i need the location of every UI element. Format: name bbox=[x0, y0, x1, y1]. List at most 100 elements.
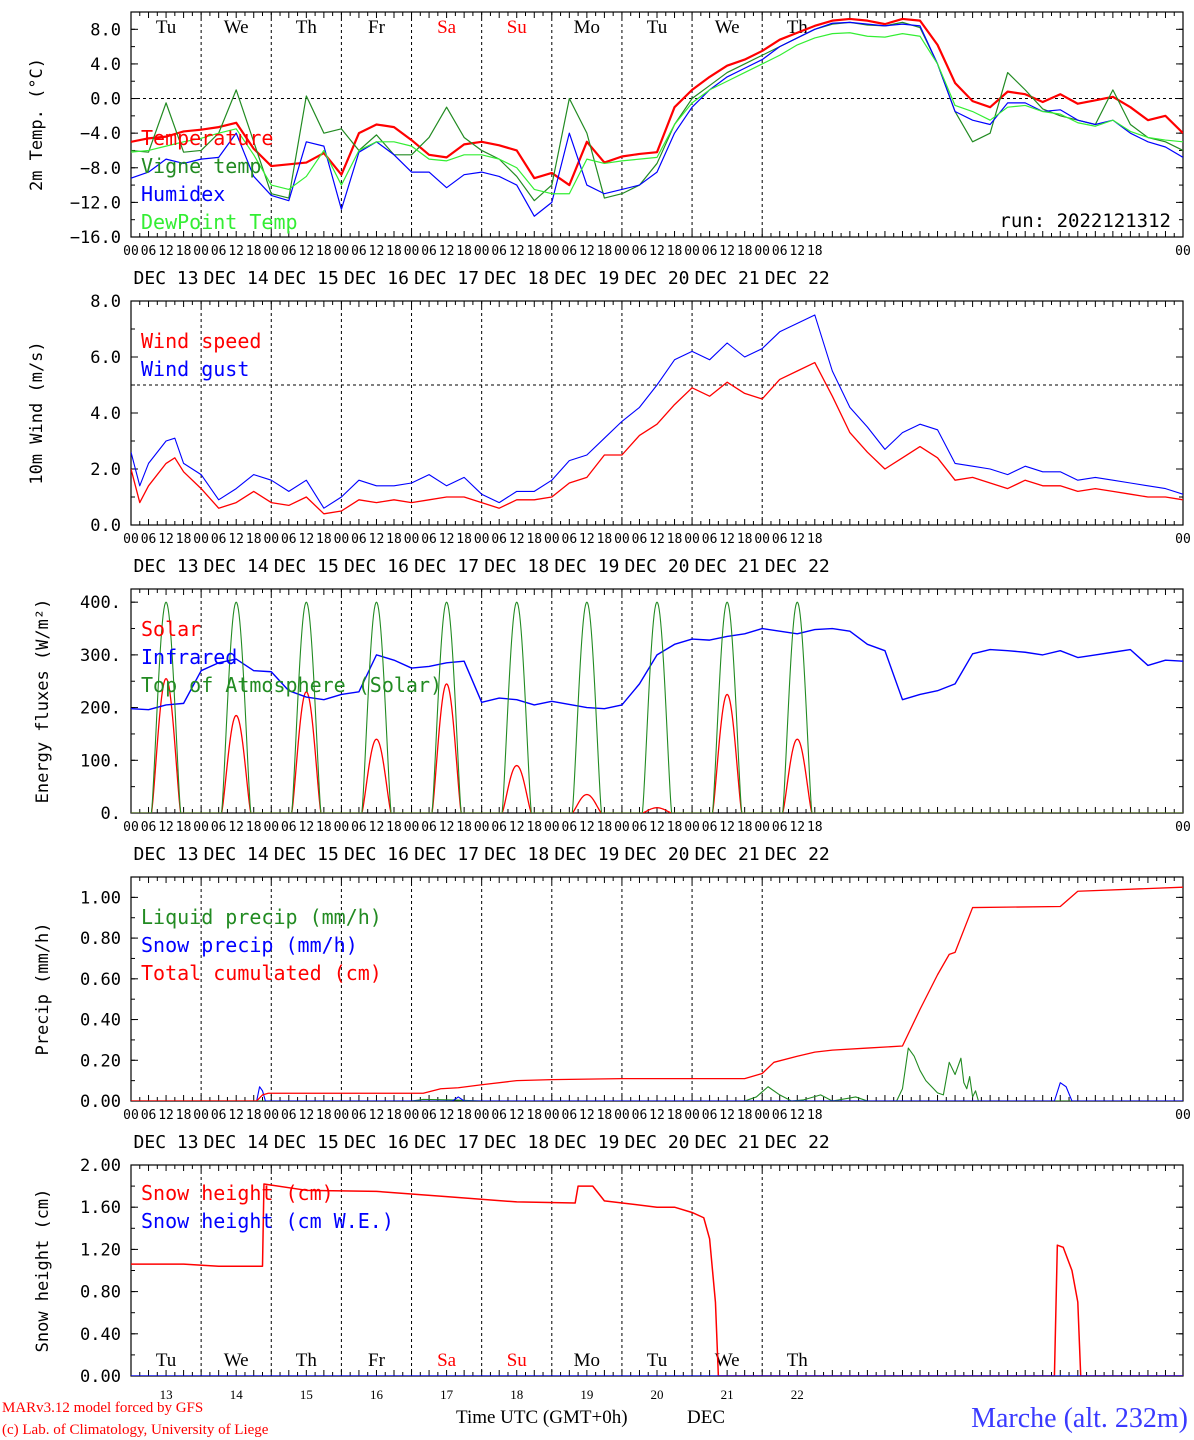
y-axis-label: Precip (mm/h) bbox=[33, 922, 53, 1055]
hour-tick-label: 00 bbox=[123, 244, 139, 259]
hour-tick-label: 06 bbox=[141, 820, 157, 835]
hour-tick-label: 12 bbox=[719, 820, 735, 835]
y-tick-label: 0.80 bbox=[80, 929, 121, 949]
station-label: Marche (alt. 232m) bbox=[971, 1403, 1188, 1434]
hour-tick-label: 06 bbox=[141, 244, 157, 259]
hour-tick-label: 06 bbox=[351, 1108, 367, 1123]
hour-tick-label: 06 bbox=[772, 1108, 788, 1123]
date-label: DEC 13 bbox=[134, 844, 199, 865]
hour-tick-label: 06 bbox=[351, 820, 367, 835]
weekday-label: Fr bbox=[368, 17, 386, 38]
hour-tick-label: 18 bbox=[456, 820, 472, 835]
date-label: DEC 14 bbox=[204, 844, 269, 865]
series-group bbox=[131, 1183, 1183, 1376]
hour-tick-label: 00 bbox=[474, 532, 490, 547]
hour-tick-label: 00 bbox=[684, 532, 700, 547]
chart-panel-1: −16.0 −12.0 −8.0 −4.0 0.0 4.0 8.0 2m Temp. (°C)… bbox=[27, 11, 1191, 289]
hour-tick-label: 12 bbox=[719, 1108, 735, 1123]
y-tick-label: −4.0 bbox=[80, 124, 121, 144]
day-number-label: 16 bbox=[370, 1387, 384, 1402]
hour-tick-label: 12 bbox=[369, 820, 385, 835]
series-group bbox=[131, 17, 1183, 217]
legend-entry: Wind gust bbox=[141, 357, 249, 381]
hour-tick-label: 12 bbox=[299, 532, 315, 547]
weekday-label: Tu bbox=[647, 17, 668, 38]
hour-tick-label: 18 bbox=[386, 244, 402, 259]
hour-tick-label: 12 bbox=[719, 532, 735, 547]
hour-tick-label: 06 bbox=[141, 532, 157, 547]
hour-tick-label: 18 bbox=[316, 532, 332, 547]
day-number-label: 15 bbox=[300, 1387, 313, 1402]
hour-tick-label: 18 bbox=[737, 244, 753, 259]
hour-tick-label: 00 bbox=[263, 532, 279, 547]
hour-tick-label: 18 bbox=[386, 820, 402, 835]
hour-tick-label: 18 bbox=[456, 244, 472, 259]
hour-tick-label: 18 bbox=[526, 1108, 542, 1123]
date-label: DEC 22 bbox=[765, 268, 830, 289]
hour-tick-label: 12 bbox=[369, 1108, 385, 1123]
hour-tick-label: 12 bbox=[439, 244, 455, 259]
series-group bbox=[131, 601, 1183, 813]
hour-tick-label: 00 bbox=[334, 532, 350, 547]
hour-tick-label: 18 bbox=[597, 1108, 613, 1123]
series-line bbox=[131, 17, 1183, 187]
hour-tick-label: 06 bbox=[702, 532, 718, 547]
y-tick-label: 100. bbox=[80, 751, 121, 771]
hour-tick-label: 06 bbox=[702, 820, 718, 835]
date-label: DEC 15 bbox=[274, 844, 339, 865]
series-line bbox=[131, 886, 1183, 1101]
hour-tick-label: 12 bbox=[649, 244, 665, 259]
hour-tick-label: 12 bbox=[228, 244, 244, 259]
y-axis-label: 2m Temp. (°C) bbox=[27, 58, 47, 191]
series-line bbox=[131, 1047, 1183, 1101]
date-label: DEC 15 bbox=[274, 1132, 339, 1153]
hour-tick-label: 06 bbox=[421, 244, 437, 259]
y-axis-label: 10m Wind (m/s) bbox=[27, 341, 47, 484]
hour-tick-label: 12 bbox=[649, 1108, 665, 1123]
date-label: DEC 20 bbox=[624, 268, 689, 289]
hour-tick-label: 18 bbox=[316, 244, 332, 259]
hour-tick-label: 06 bbox=[421, 532, 437, 547]
date-label: DEC 22 bbox=[765, 1132, 830, 1153]
y-tick-label: 1.20 bbox=[80, 1240, 121, 1260]
hour-tick-label: 18 bbox=[807, 532, 823, 547]
hour-tick-label: 18 bbox=[526, 820, 542, 835]
series-line bbox=[131, 1082, 1183, 1101]
hour-tick-label: 00 bbox=[263, 1108, 279, 1123]
hour-tick-label: 00 bbox=[334, 1108, 350, 1123]
hour-tick-label: 06 bbox=[281, 1108, 297, 1123]
legend-entry: Top of Atmosphere (Solar) bbox=[141, 673, 442, 697]
date-label: DEC 20 bbox=[624, 1132, 689, 1153]
chart-panel-3: 0. 100. 200. 300. 400. Energy fluxes (W/m²) 00… bbox=[33, 588, 1191, 865]
hour-tick-label: 12 bbox=[439, 532, 455, 547]
hour-tick-label: 18 bbox=[737, 1108, 753, 1123]
hour-tick-label: 18 bbox=[246, 1108, 262, 1123]
hour-tick-label: 12 bbox=[509, 244, 525, 259]
hour-tick-label: 06 bbox=[702, 244, 718, 259]
hour-tick-label: 00 bbox=[1175, 244, 1191, 259]
day-number-label: 19 bbox=[580, 1387, 593, 1402]
hour-tick-label: 18 bbox=[176, 532, 192, 547]
hour-tick-label: 06 bbox=[491, 532, 507, 547]
hour-tick-label: 06 bbox=[281, 244, 297, 259]
weekday-label: Th bbox=[787, 17, 809, 38]
hour-tick-label: 00 bbox=[754, 820, 770, 835]
hour-tick-label: 12 bbox=[228, 532, 244, 547]
date-label: DEC 18 bbox=[484, 1132, 549, 1153]
hour-tick-label: 12 bbox=[579, 244, 595, 259]
hour-tick-label: 12 bbox=[158, 244, 174, 259]
hour-tick-label: 00 bbox=[544, 1108, 560, 1123]
date-label: DEC 21 bbox=[695, 268, 760, 289]
date-label: DEC 21 bbox=[695, 844, 760, 865]
y-tick-label: 4.0 bbox=[90, 404, 121, 424]
weekday-label: We bbox=[715, 17, 740, 38]
hour-tick-label: 06 bbox=[702, 1108, 718, 1123]
date-label: DEC 13 bbox=[134, 556, 199, 577]
hour-tick-label: 00 bbox=[1175, 1108, 1191, 1123]
chart-panel-5: 0.00 0.40 0.80 1.20 1.60 2.00 Snow height (cm)… bbox=[33, 1156, 1184, 1402]
legend-entry: Wind speed bbox=[141, 329, 261, 353]
hour-tick-label: 18 bbox=[667, 244, 683, 259]
date-label: DEC 15 bbox=[274, 556, 339, 577]
y-tick-label: 8.0 bbox=[90, 20, 121, 40]
weekday-label: Fr bbox=[368, 1350, 386, 1371]
